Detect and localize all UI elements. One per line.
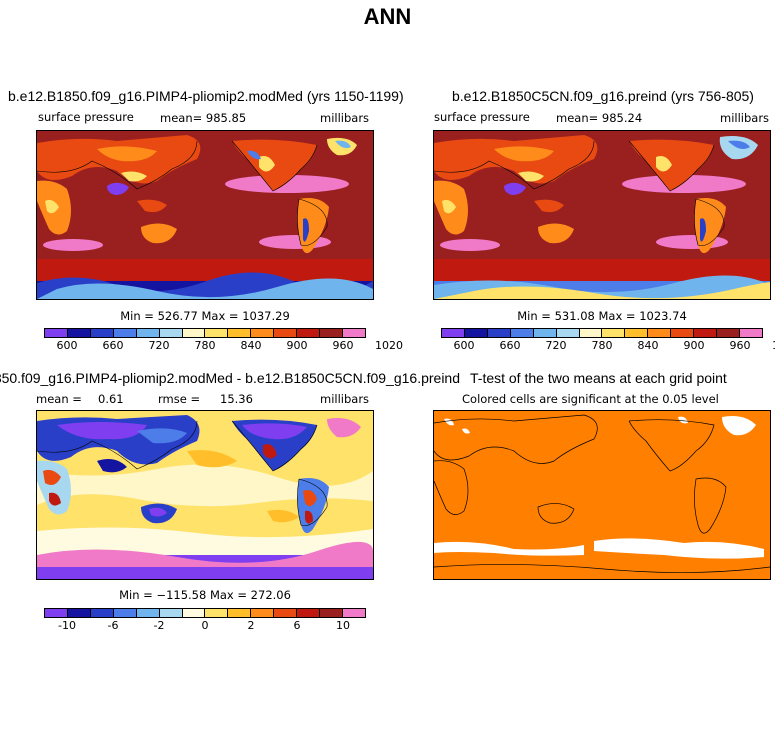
colorbar-tick-label: -10 bbox=[58, 619, 76, 632]
colorbar-tick-label: 660 bbox=[102, 339, 124, 352]
colorbar-bottom-left bbox=[44, 608, 366, 618]
panel-title-top-right: b.e12.B1850C5CN.f09_g16.preind (yrs 756-… bbox=[452, 88, 754, 104]
colorbar-tick-label: 1020 bbox=[375, 339, 403, 352]
colorbar-swatch bbox=[274, 609, 298, 617]
mean-label-top-right: mean= 985.24 bbox=[556, 111, 643, 125]
colorbar-swatch bbox=[717, 329, 740, 337]
colorbar-swatch bbox=[251, 609, 275, 617]
colorbar-tick-label: 720 bbox=[545, 339, 567, 352]
colorbar-swatch bbox=[648, 329, 672, 337]
colorbar-swatch bbox=[694, 329, 718, 337]
colorbar-swatch bbox=[579, 329, 603, 337]
colorbar-tick-label: 780 bbox=[591, 339, 613, 352]
minmax-top-left: Min = 526.77 Max = 1037.29 bbox=[120, 309, 290, 323]
colorbar-swatch bbox=[159, 329, 183, 337]
rmse-value-bottom-left: 15.36 bbox=[220, 392, 253, 406]
colorbar-swatch bbox=[113, 329, 137, 337]
colorbar-swatch bbox=[297, 329, 321, 337]
colorbar-ticks-top-left: 600 660 720 780 840 900 960 1020 bbox=[44, 339, 404, 353]
colorbar-swatch bbox=[228, 609, 252, 617]
colorbar-tick-label: 600 bbox=[56, 339, 78, 352]
colorbar-ticks-bottom-left: -10 -6 -2 0 2 6 10 bbox=[44, 619, 366, 633]
units-label-bottom-left: millibars bbox=[320, 392, 370, 406]
colorbar-tick-label: 2 bbox=[247, 619, 255, 632]
map-bottom-right bbox=[433, 410, 771, 580]
colorbar-swatch bbox=[625, 329, 649, 337]
colorbar-swatch bbox=[136, 609, 160, 617]
colorbar-tick-label: 0 bbox=[201, 619, 209, 632]
panel-title-bottom-right: T-test of the two means at each grid poi… bbox=[470, 370, 727, 386]
colorbar-swatch bbox=[205, 609, 229, 617]
colorbar-swatch bbox=[320, 329, 343, 337]
colorbar-swatch bbox=[159, 609, 183, 617]
map-top-right bbox=[433, 130, 771, 300]
colorbar-swatch bbox=[274, 329, 298, 337]
rmse-label-bottom-left: rmse = bbox=[158, 392, 201, 406]
figure-title: ANN bbox=[363, 4, 412, 29]
colorbar-tick-label: 1020 bbox=[772, 339, 775, 352]
colorbar-swatch bbox=[90, 329, 114, 337]
units-label-top-left: millibars bbox=[320, 111, 370, 125]
colorbar-tick-label: 960 bbox=[332, 339, 354, 352]
map-bottom-left bbox=[36, 410, 374, 580]
map-top-left bbox=[36, 130, 374, 300]
colorbar-swatch bbox=[113, 609, 137, 617]
colorbar-tick-label: 900 bbox=[683, 339, 705, 352]
mean-label-top-left: mean= 985.85 bbox=[160, 111, 247, 125]
panel-subtitle-bottom-right: Colored cells are significant at the 0.0… bbox=[462, 392, 719, 406]
colorbar-tick-label: 840 bbox=[240, 339, 262, 352]
colorbar-swatch bbox=[90, 609, 114, 617]
minmax-bottom-left: Min = −115.58 Max = 272.06 bbox=[119, 588, 291, 602]
variable-label-top-left: surface pressure bbox=[38, 110, 134, 124]
colorbar-swatch bbox=[320, 609, 343, 617]
panel-title-bottom-left: b.e12.B1850.f09_g16.PIMP4-pliomip2.modMe… bbox=[0, 370, 460, 386]
colorbar-tick-label: 840 bbox=[637, 339, 659, 352]
colorbar-tick-label: 960 bbox=[729, 339, 751, 352]
minmax-top-right: Min = 531.08 Max = 1023.74 bbox=[517, 309, 687, 323]
colorbar-swatch bbox=[297, 609, 321, 617]
colorbar-tick-label: 10 bbox=[336, 619, 350, 632]
colorbar-swatch bbox=[67, 329, 91, 337]
colorbar-ticks-top-right: 600 660 720 780 840 900 960 1020 bbox=[441, 339, 775, 353]
colorbar-top-left bbox=[44, 328, 366, 338]
colorbar-tick-label: 6 bbox=[293, 619, 301, 632]
colorbar-swatch bbox=[45, 609, 68, 617]
colorbar-swatch bbox=[602, 329, 626, 337]
colorbar-swatch bbox=[182, 329, 206, 337]
colorbar-tick-label: 720 bbox=[148, 339, 170, 352]
colorbar-swatch bbox=[136, 329, 160, 337]
colorbar-swatch bbox=[556, 329, 580, 337]
colorbar-tick-label: 780 bbox=[194, 339, 216, 352]
colorbar-tick-label: 600 bbox=[453, 339, 475, 352]
colorbar-tick-label: -6 bbox=[107, 619, 119, 632]
units-label-top-right: millibars bbox=[720, 111, 770, 125]
panel-title-top-left: b.e12.B1850.f09_g16.PIMP4-pliomip2.modMe… bbox=[8, 88, 404, 104]
colorbar-swatch bbox=[342, 609, 365, 617]
colorbar-swatch bbox=[205, 329, 229, 337]
colorbar-swatch bbox=[442, 329, 465, 337]
colorbar-swatch bbox=[228, 329, 252, 337]
colorbar-tick-label: 900 bbox=[286, 339, 308, 352]
colorbar-swatch bbox=[533, 329, 557, 337]
colorbar-swatch bbox=[464, 329, 488, 337]
colorbar-swatch bbox=[342, 329, 365, 337]
colorbar-tick-label: -2 bbox=[153, 619, 165, 632]
colorbar-swatch bbox=[251, 329, 275, 337]
colorbar-swatch bbox=[67, 609, 91, 617]
colorbar-swatch bbox=[487, 329, 511, 337]
colorbar-swatch bbox=[671, 329, 695, 337]
colorbar-swatch bbox=[182, 609, 206, 617]
colorbar-tick-label: 660 bbox=[499, 339, 521, 352]
colorbar-top-right bbox=[441, 328, 763, 338]
variable-label-top-right: surface pressure bbox=[434, 110, 530, 124]
panel-title-bottom-left-clip: b.e12.B1850.f09_g16.PIMP4-pliomip2.modMe… bbox=[0, 370, 460, 388]
colorbar-swatch bbox=[45, 329, 68, 337]
mean-label-bottom-left: mean = bbox=[36, 392, 82, 406]
colorbar-swatch bbox=[510, 329, 534, 337]
mean-value-bottom-left: 0.61 bbox=[98, 392, 124, 406]
colorbar-swatch bbox=[739, 329, 762, 337]
